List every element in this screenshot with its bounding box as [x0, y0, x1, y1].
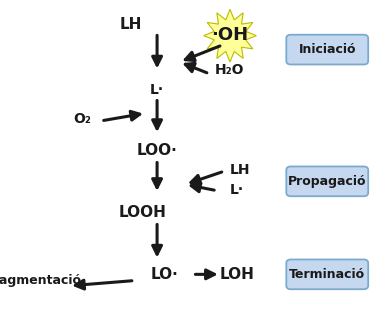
Text: LOO·: LOO· — [137, 143, 177, 158]
Text: H₂O: H₂O — [215, 63, 245, 77]
Text: Propagació: Propagació — [288, 175, 367, 188]
FancyBboxPatch shape — [286, 35, 368, 64]
Text: LOOH: LOOH — [118, 205, 166, 220]
Text: Fragmentació: Fragmentació — [0, 274, 82, 287]
Polygon shape — [204, 9, 256, 62]
Text: Iniciació: Iniciació — [298, 43, 356, 56]
FancyBboxPatch shape — [286, 166, 368, 196]
FancyBboxPatch shape — [286, 259, 368, 289]
Text: LOH: LOH — [220, 267, 255, 282]
Text: L·: L· — [230, 183, 244, 197]
Text: LO·: LO· — [151, 267, 178, 282]
Text: L·: L· — [150, 83, 164, 97]
Text: O₂: O₂ — [73, 112, 91, 126]
Text: LH: LH — [230, 163, 251, 178]
Text: LH: LH — [120, 17, 142, 32]
Text: ·OH: ·OH — [211, 26, 249, 44]
Text: Terminació: Terminació — [289, 268, 365, 281]
